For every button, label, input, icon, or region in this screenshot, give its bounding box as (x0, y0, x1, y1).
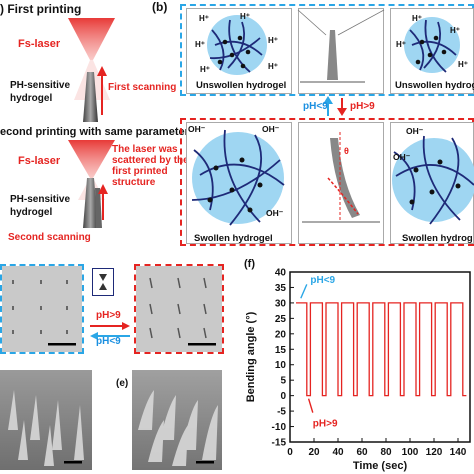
x-tick-label: 100 (402, 447, 419, 458)
panel-f-label: (f) (244, 258, 255, 270)
annot-top-label: pH<9 (310, 275, 335, 286)
sem-tilted-after (132, 370, 222, 470)
h-plus-2: H⁺ (240, 12, 250, 21)
y-tick-label: 20 (275, 329, 287, 340)
y-tick-label: 40 (275, 268, 287, 279)
fs-laser-label-2: Fs-laser (18, 155, 61, 167)
h-plus-8: H⁺ (450, 26, 460, 35)
oh-minus-3: OH⁻ (266, 208, 284, 218)
sem-tilted-before-pillars (8, 390, 84, 466)
h-plus-6: H⁺ (268, 62, 278, 71)
pillar-2 (83, 178, 98, 228)
laser-beam-1 (68, 18, 115, 60)
h-plus-5: H⁺ (200, 65, 210, 74)
h-plus-9: H⁺ (396, 40, 406, 49)
annot-bottom-label: pH>9 (313, 419, 338, 430)
h-plus-10: H⁺ (458, 60, 468, 69)
bending-angle-chart: -15 -10 -5 0 5 10 15 20 25 30 35 40 0 20 40 60 80 100 120 1… (245, 268, 471, 472)
ph-switch-arrows (90, 322, 130, 340)
pillar-1 (83, 72, 98, 122)
panel-a: ) First printing Fs-laser PH- (0, 0, 195, 250)
h-plus-3: H⁺ (195, 40, 205, 49)
legend-pillar-icon (92, 268, 114, 296)
ph-hydrogel-label-2b: hydrogel (10, 207, 53, 218)
ph-hydrogel-label-2a: PH-sensitive (10, 194, 71, 205)
y-tick-label: 25 (275, 314, 287, 325)
x-tick-label: 60 (356, 447, 368, 458)
x-tick-label: 0 (287, 447, 293, 458)
h-plus-4: H⁺ (268, 36, 278, 45)
x-axis-label: Time (sec) (353, 460, 408, 472)
scatter-note-line-1: The laser was (112, 144, 178, 155)
y-tick-label: 5 (280, 376, 286, 387)
first-scanning-label: First scanning (108, 82, 177, 93)
sem-tilted-before (0, 370, 92, 470)
annot-bottom-arrow (307, 398, 314, 413)
y-tick-label: 30 (275, 298, 287, 309)
swollen-right-label: Swollen hydrog (402, 233, 473, 244)
series-line-0 (296, 302, 467, 397)
sem-before-box (0, 264, 84, 354)
h-plus-1: H⁺ (199, 14, 209, 23)
plot-frame (289, 271, 471, 443)
panel-b-label: (b) (152, 0, 168, 14)
y-tick-label: -5 (277, 407, 286, 418)
sem-array-before-dots (12, 280, 76, 346)
scatter-note-line-2: scattered by the (112, 155, 189, 166)
fs-laser-label-1: Fs-laser (18, 38, 61, 50)
oh-minus-4: OH⁻ (406, 126, 424, 136)
swollen-left-label: Swollen hydrogel (194, 233, 273, 244)
sem-tilted-after-pillars (138, 390, 218, 466)
pillar-2b (95, 188, 102, 228)
laser-beam-2 (68, 140, 115, 178)
sem-array-after (136, 266, 222, 352)
panel-c-ph-gt9: pH>9 (96, 310, 121, 321)
unswollen-left-label: Unswollen hydrogel (196, 80, 287, 91)
oh-minus-1: OH⁻ (188, 124, 206, 134)
ph-hydrogel-label-1b: hydrogel (10, 93, 53, 104)
scatter-note: The laser was scattered by the first pri… (112, 144, 189, 188)
x-tick-label: 140 (450, 447, 467, 458)
laser-diagram (68, 18, 115, 228)
scatter-note-line-4: structure (112, 177, 156, 188)
y-tick-label: 35 (275, 283, 287, 294)
x-tick-label: 40 (332, 447, 344, 458)
sem-after-box (134, 264, 224, 354)
y-tick-label: 10 (275, 360, 287, 371)
second-scanning-label: Second scanning (8, 232, 91, 243)
ph-gt9-arrow-label: pH>9 (350, 101, 375, 112)
oh-minus-2: OH⁻ (262, 124, 280, 134)
x-tick-label: 20 (308, 447, 320, 458)
x-tick-label: 120 (426, 447, 443, 458)
y-tick-label: -15 (272, 438, 287, 449)
ph-hydrogel-label-1a: PH-sensitive (10, 80, 71, 91)
x-tick-label: 80 (380, 447, 392, 458)
scatter-note-line-3: first printed (112, 166, 168, 177)
swollen-overlay (191, 129, 474, 226)
panel-e-label: (e) (116, 378, 129, 389)
y-axis-label: Bending angle (°) (245, 311, 257, 402)
ph-lt9-arrow-label: pH<9 (303, 101, 328, 112)
second-printing-title: econd printing with same parameters (0, 126, 195, 138)
first-printing-title: ) First printing (0, 2, 82, 16)
sem-array-after-pillars (149, 277, 216, 346)
theta-label: θ (344, 146, 349, 156)
unswollen-right-label: Unswollen hydrogel (395, 80, 474, 91)
y-tick-label: 15 (275, 345, 287, 356)
h-plus-7: H⁺ (412, 14, 422, 23)
y-tick-label: -10 (272, 422, 287, 433)
y-tick-label: 0 (280, 391, 286, 402)
panel-c-ph-lt9: pH<9 (96, 336, 121, 347)
sem-array-before (2, 266, 82, 352)
oh-minus-5: OH⁻ (393, 152, 411, 162)
annot-top-arrow (300, 284, 308, 299)
